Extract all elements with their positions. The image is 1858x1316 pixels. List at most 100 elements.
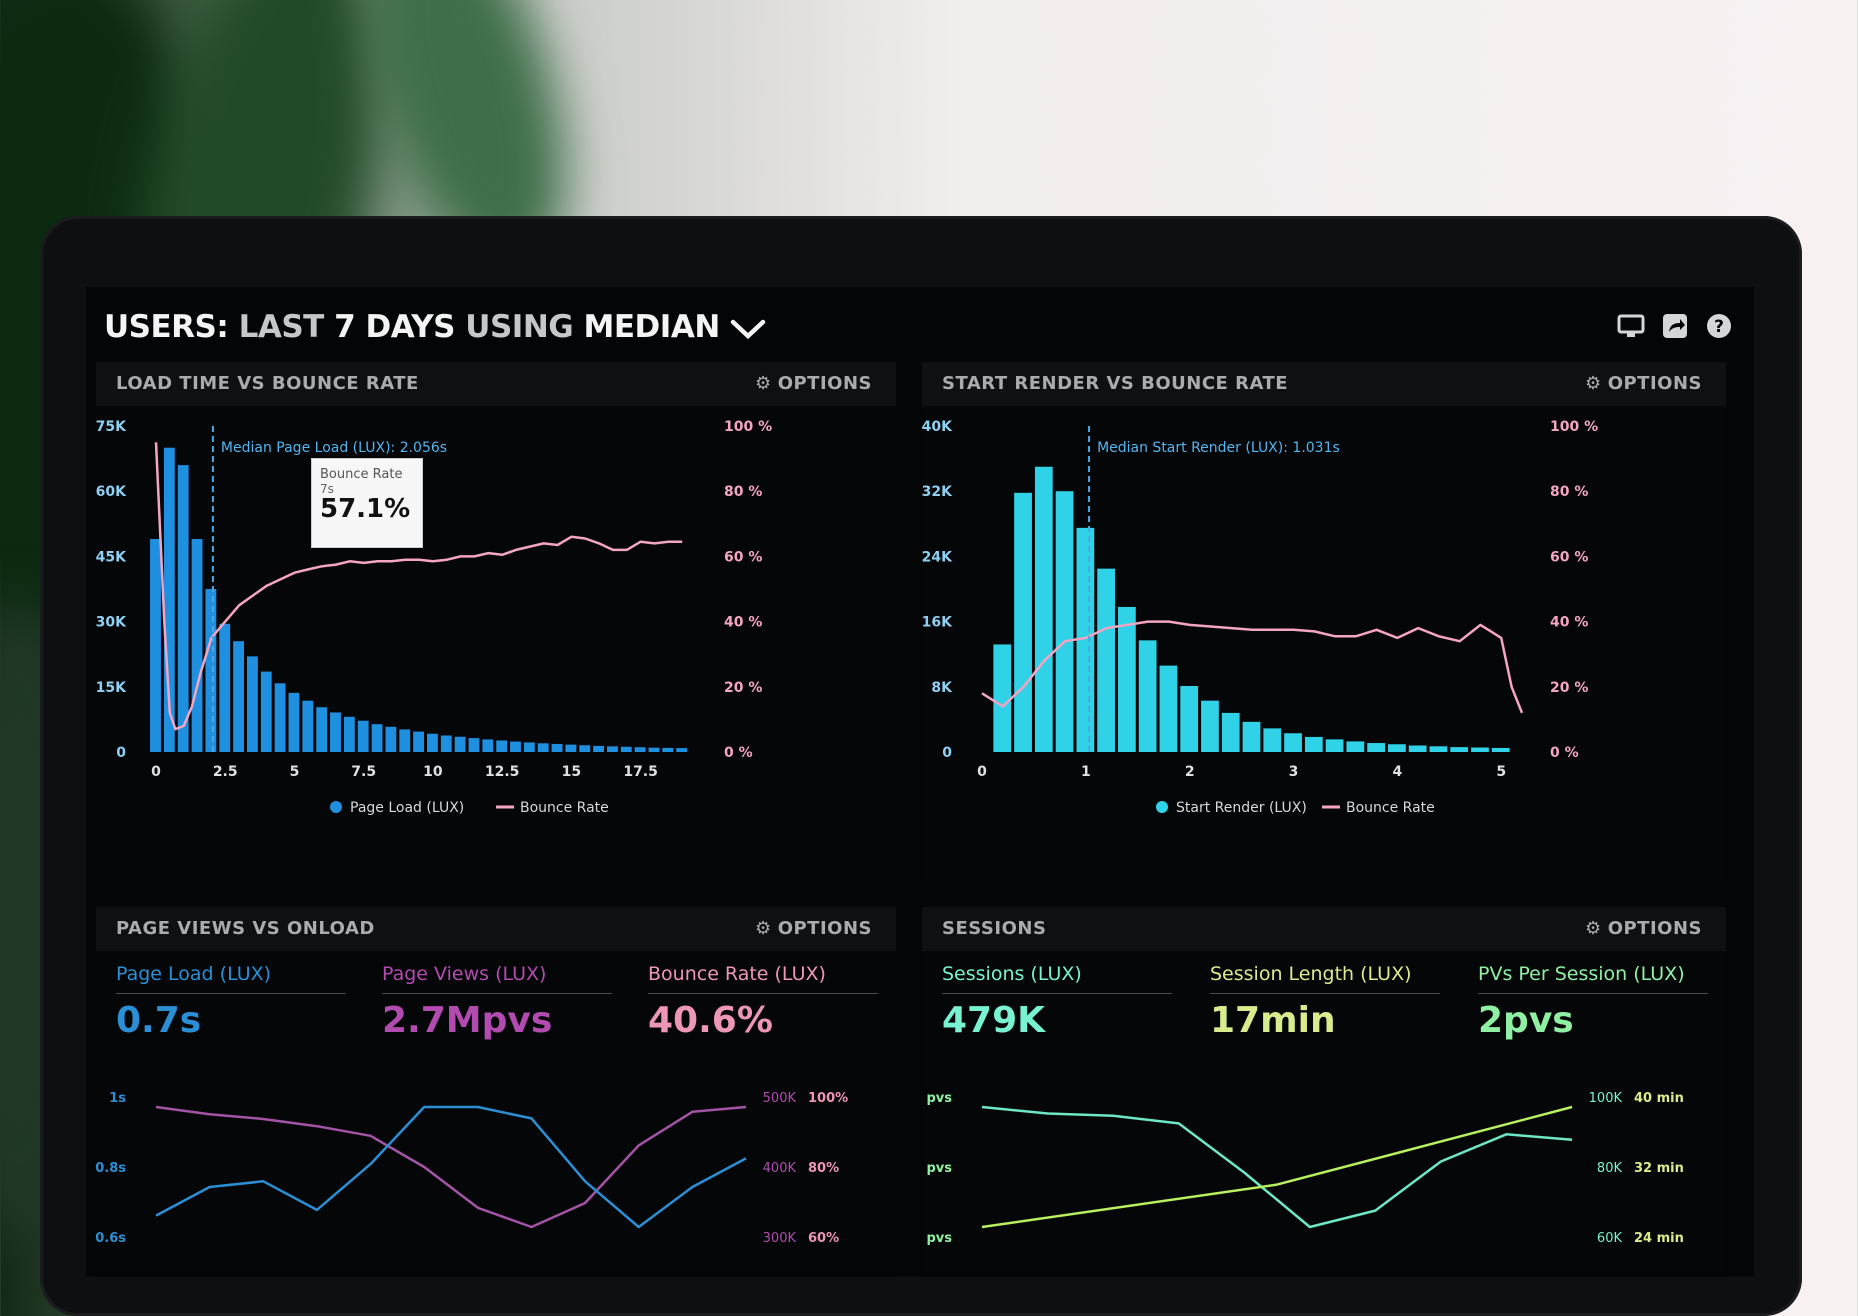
y2-tick-label: 20 %	[724, 680, 762, 696]
bar	[357, 720, 369, 752]
panel-header: SESSIONS ⚙ OPTIONS	[922, 907, 1726, 951]
stat-label: Bounce Rate (LUX)	[648, 963, 878, 994]
panel-title: START RENDER VS BOUNCE RATE	[942, 373, 1289, 394]
tooltip-sub: 7s	[320, 482, 334, 496]
share-icon[interactable]	[1660, 311, 1690, 341]
panel-header: START RENDER VS BOUNCE RATE ⚙ OPTIONS	[922, 362, 1726, 406]
page-title[interactable]: USERS: LAST 7 DAYS USING MEDIAN	[104, 309, 766, 345]
options-label: OPTIONS	[1607, 918, 1702, 939]
y2-tick-label: 400K	[763, 1161, 797, 1176]
y2-tick-label: 100 %	[1550, 419, 1598, 435]
tooltip: Bounce Rate 7s 57.1%	[311, 458, 423, 548]
y-tick-label: 45K	[96, 549, 127, 565]
series-line	[981, 1105, 1573, 1229]
options-button[interactable]: ⚙ OPTIONS	[755, 373, 872, 394]
x-tick-label: 12.5	[485, 764, 520, 780]
panel-title: PAGE VIEWS VS ONLOAD	[116, 918, 375, 939]
x-tick-label: 1	[1081, 764, 1091, 780]
x-tick-label: 3	[1289, 764, 1299, 780]
bar	[1138, 640, 1157, 752]
bar	[1221, 712, 1240, 752]
bar	[385, 726, 397, 752]
chevron-down-icon[interactable]	[730, 318, 766, 340]
bar	[1118, 606, 1136, 752]
page-views-panel: PAGE VIEWS VS ONLOAD ⚙ OPTIONS Page Load …	[96, 907, 896, 1277]
y3-tick-label: 100%	[808, 1091, 848, 1106]
x-tick-label: 0	[977, 764, 987, 780]
y-tick-label: 30K	[96, 615, 127, 631]
stat-label: Page Views (LUX)	[382, 963, 612, 994]
bar	[1325, 739, 1344, 752]
bar	[440, 735, 452, 752]
title-days: 7 DAYS	[334, 309, 455, 345]
x-tick-label: 5	[1496, 764, 1506, 780]
legend-label: Start Render (LUX)	[1176, 800, 1307, 816]
stat-page-views[interactable]: Page Views (LUX) 2.7Mpvs	[382, 963, 612, 1041]
dashboard-screen: USERS: LAST 7 DAYS USING MEDIAN ? LOAD T…	[86, 287, 1754, 1277]
options-button[interactable]: ⚙ OPTIONS	[1585, 918, 1702, 939]
bar	[1491, 747, 1510, 752]
y2-tick-label: 80 %	[1550, 484, 1588, 500]
options-button[interactable]: ⚙ OPTIONS	[1585, 373, 1702, 394]
y-tick-label: 0	[116, 745, 126, 761]
stat-session-length[interactable]: Session Length (LUX) 17min	[1210, 963, 1440, 1041]
tooltip-value: 57.1%	[320, 494, 411, 524]
bar	[1284, 733, 1302, 752]
stat-page-load[interactable]: Page Load (LUX) 0.7s	[116, 963, 346, 1041]
y-tick-label: 60K	[96, 484, 127, 500]
stat-sessions[interactable]: Sessions (LUX) 479K	[942, 963, 1172, 1041]
bar	[205, 589, 217, 752]
monitor-icon[interactable]	[1616, 311, 1646, 341]
y2-tick-label: 0 %	[724, 745, 753, 761]
bar	[648, 747, 660, 752]
y-tick-label: 1s	[109, 1091, 126, 1106]
stat-bounce-rate[interactable]: Bounce Rate (LUX) 40.6%	[648, 963, 878, 1041]
toolbar-icons: ?	[1616, 311, 1734, 341]
bar	[247, 656, 258, 752]
bar	[482, 739, 494, 752]
bar	[468, 738, 480, 752]
page-views-chart: 1s 500K 100%0.8s 400K 80%0.6s 300K 60%	[96, 1091, 848, 1246]
options-label: OPTIONS	[777, 373, 872, 394]
bar	[454, 736, 466, 752]
legend-dot	[1156, 801, 1168, 813]
y2-tick-label: 20 %	[1550, 680, 1588, 696]
bar	[1450, 747, 1469, 752]
panel-header: PAGE VIEWS VS ONLOAD ⚙ OPTIONS	[96, 907, 896, 951]
bar	[413, 731, 424, 752]
stat-value: 2.7Mpvs	[382, 1000, 553, 1041]
bar	[371, 724, 383, 752]
bar	[1263, 728, 1282, 752]
panel-header: LOAD TIME VS BOUNCE RATE ⚙ OPTIONS	[96, 362, 896, 406]
help-icon[interactable]: ?	[1704, 311, 1734, 341]
svg-text:?: ?	[1714, 317, 1724, 337]
bar	[177, 465, 189, 752]
panel-title: SESSIONS	[942, 918, 1047, 939]
title-median: MEDIAN	[583, 309, 721, 345]
stat-label: Session Length (LUX)	[1210, 963, 1440, 994]
stat-value: 17min	[1210, 1000, 1336, 1041]
bar	[510, 741, 521, 752]
stat-label: Page Load (LUX)	[116, 963, 346, 994]
legend-label: Bounce Rate	[520, 800, 609, 816]
y3-tick-label: 80%	[808, 1161, 839, 1176]
load-time-chart: 75K 60K 45K 30K 15K 0 100 % 80 % 60 % 40 % 20 % 0 %…	[96, 419, 772, 816]
options-button[interactable]: ⚙ OPTIONS	[755, 918, 872, 939]
bar	[1367, 743, 1385, 752]
gear-icon: ⚙	[1585, 918, 1602, 939]
bar	[1014, 492, 1032, 752]
start-render-chart: 40K 32K 24K 16K 8K 0 100 % 80 % 60 % 40 % 20 % 0 % M…	[922, 419, 1598, 816]
x-tick-label: 15	[562, 764, 581, 780]
bounce-rate-line	[981, 620, 1524, 714]
y-tick-label: 75K	[96, 419, 127, 435]
stat-pvs-per-session[interactable]: PVs Per Session (LUX) 2pvs	[1478, 963, 1708, 1041]
y2-tick-label: 500K	[763, 1091, 797, 1106]
bar	[634, 747, 646, 752]
bar	[1346, 741, 1365, 752]
y2-tick-label: 40 %	[1550, 615, 1588, 631]
bar	[1242, 721, 1261, 752]
y-tick-label: 15K	[96, 680, 127, 696]
stat-value: 479K	[942, 1000, 1046, 1041]
bar	[1034, 466, 1053, 752]
series-line	[981, 1105, 1573, 1229]
